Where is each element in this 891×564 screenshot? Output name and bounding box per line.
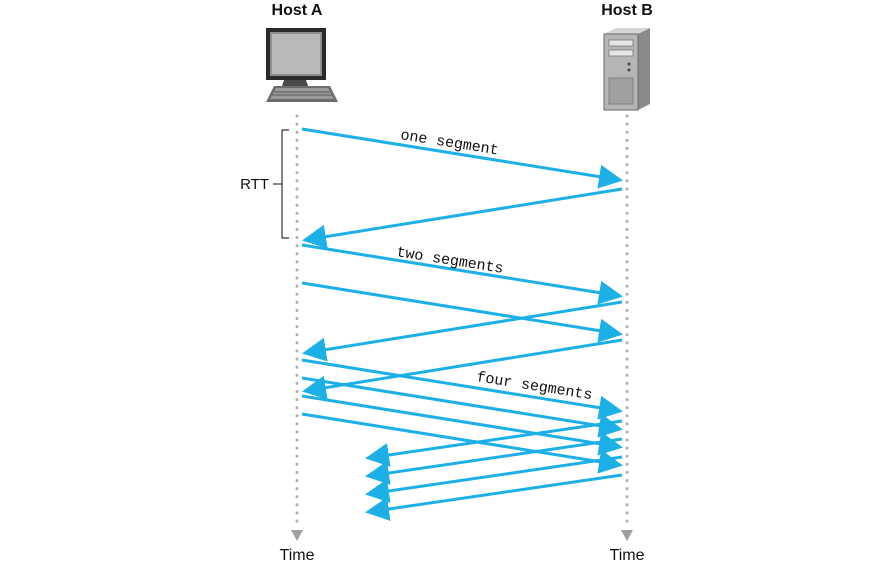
- host-b-time-label: Time: [610, 547, 645, 564]
- ack-arrow: [302, 300, 623, 362]
- desktop-computer-icon: [266, 28, 338, 102]
- two-segments-label: two segments: [395, 244, 504, 278]
- host-a-time-arrow-icon: [291, 530, 303, 541]
- rtt-bracket: [273, 129, 289, 239]
- segment-arrow: [301, 358, 623, 420]
- host-a-label: Host A: [272, 2, 323, 19]
- ack-arrow: [365, 455, 623, 503]
- host-b-label: Host B: [601, 2, 653, 19]
- ack-arrow: [365, 419, 623, 467]
- rtt-label: RTT: [240, 176, 269, 193]
- one-segment-label: one segment: [399, 127, 499, 159]
- server-tower-icon: [603, 28, 650, 111]
- segment-arrow: [301, 243, 623, 305]
- segment-arrow: [301, 412, 623, 474]
- segment-arrow: [301, 281, 623, 343]
- four-segments-label: four segments: [475, 369, 593, 404]
- ack-arrow: [365, 473, 623, 521]
- host-a-time-label: Time: [280, 547, 315, 564]
- host-b-time-arrow-icon: [621, 530, 633, 541]
- ack-arrow: [365, 437, 623, 485]
- ack-arrow: [302, 338, 623, 400]
- segment-arrow: [301, 394, 623, 456]
- segment-arrow: [301, 376, 623, 438]
- segment-arrow: [301, 127, 623, 189]
- ack-arrow: [302, 187, 623, 249]
